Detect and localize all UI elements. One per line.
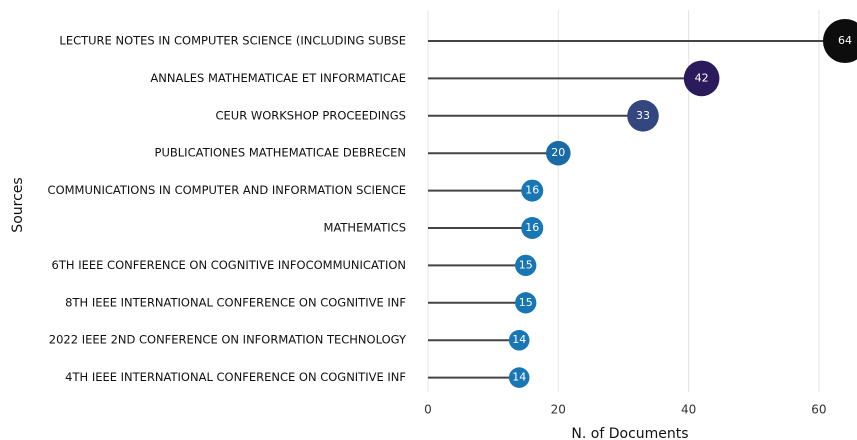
dot bbox=[546, 140, 571, 166]
y-axis-title: Sources bbox=[10, 177, 26, 232]
x-axis-title: N. of Documents bbox=[571, 426, 688, 440]
dot bbox=[515, 254, 537, 277]
dot bbox=[515, 292, 537, 314]
x-tick-label: 0 bbox=[424, 403, 432, 417]
dot bbox=[521, 217, 544, 239]
x-tick-label: 20 bbox=[551, 403, 566, 417]
dot bbox=[627, 100, 659, 132]
value-label: 42 bbox=[695, 71, 709, 84]
y-tick-label: ANNALES MATHEMATICAE ET INFORMATICAE bbox=[150, 71, 406, 85]
value-label: 20 bbox=[551, 146, 565, 159]
value-label: 16 bbox=[525, 221, 539, 234]
value-label: 15 bbox=[519, 296, 533, 309]
value-label: 14 bbox=[512, 371, 526, 384]
y-tick-label: 8TH IEEE INTERNATIONAL CONFERENCE ON COG… bbox=[65, 295, 406, 309]
dot bbox=[822, 19, 857, 63]
value-label: 14 bbox=[512, 333, 526, 346]
value-label: 15 bbox=[519, 258, 533, 271]
dot bbox=[508, 329, 530, 351]
y-tick-label: MATHEMATICS bbox=[324, 221, 406, 235]
value-label: 64 bbox=[838, 34, 852, 47]
y-tick-label: PUBLICATIONES MATHEMATICAE DEBRECEN bbox=[155, 146, 406, 160]
y-tick-label: COMMUNICATIONS IN COMPUTER AND INFORMATI… bbox=[48, 183, 406, 197]
value-label: 16 bbox=[525, 184, 539, 197]
dot bbox=[508, 367, 530, 388]
y-tick-label: CEUR WORKSHOP PROCEEDINGS bbox=[215, 108, 406, 122]
y-tick-label: 6TH IEEE CONFERENCE ON COGNITIVE INFOCOM… bbox=[52, 258, 406, 272]
dot bbox=[683, 60, 720, 97]
y-tick-label: 2022 IEEE 2ND CONFERENCE ON INFORMATION … bbox=[49, 333, 407, 347]
dot bbox=[521, 179, 544, 202]
value-label: 33 bbox=[636, 109, 650, 122]
y-tick-label: LECTURE NOTES IN COMPUTER SCIENCE (INCLU… bbox=[59, 34, 406, 48]
y-tick-label: 4TH IEEE INTERNATIONAL CONFERENCE ON COG… bbox=[65, 370, 406, 384]
x-tick-label: 40 bbox=[681, 403, 696, 417]
x-tick-label: 60 bbox=[811, 403, 826, 417]
